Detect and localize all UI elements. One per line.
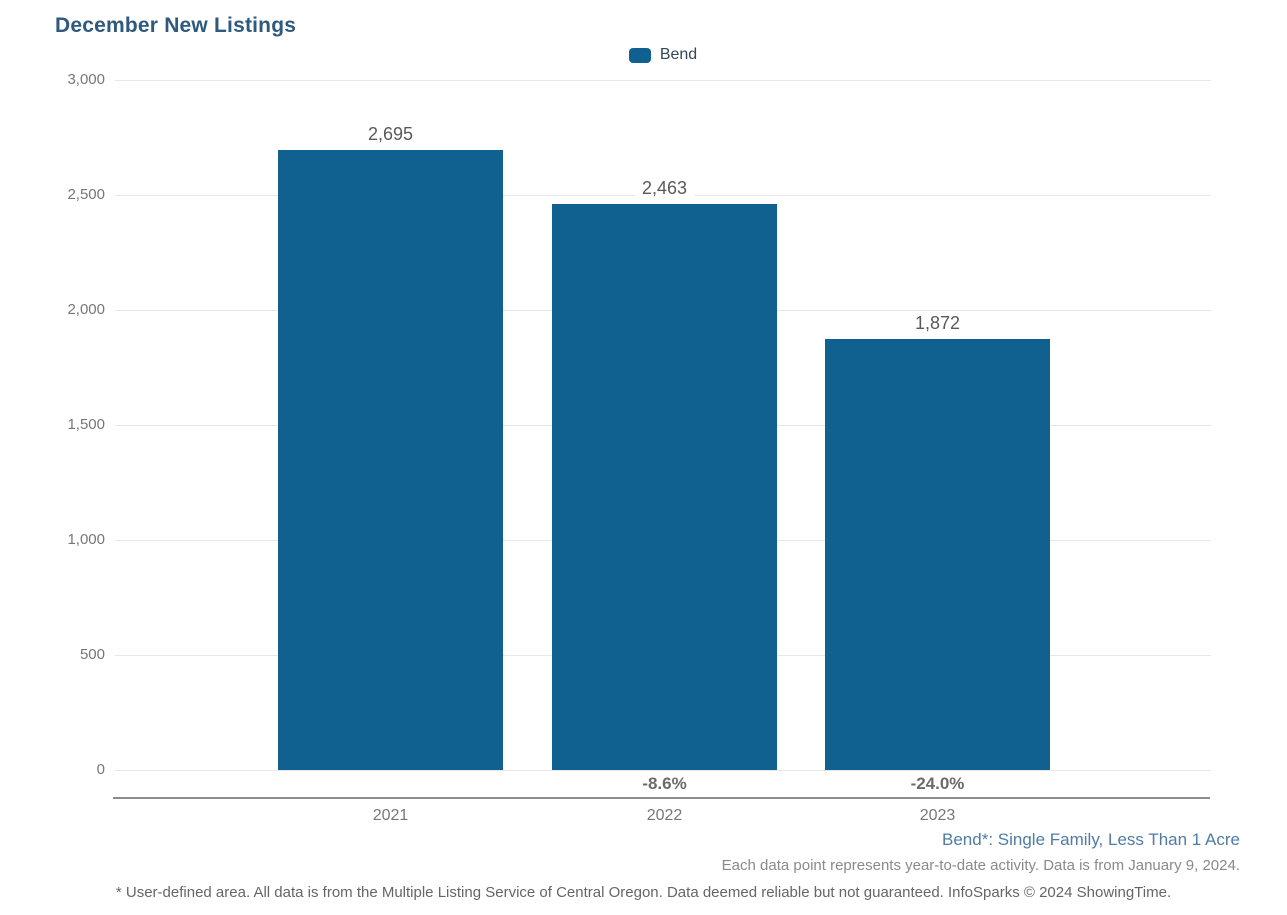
chart-legend: Bend: [115, 46, 1211, 64]
x-axis-category-label-2022: 2022: [646, 807, 683, 824]
bar-value-label-2023: 1,872: [907, 312, 968, 335]
y-axis-tick-label: 1,000: [67, 531, 105, 548]
x-axis-line: [113, 797, 1210, 799]
bar-2021: [278, 150, 503, 770]
footer-disclaimer: * User-defined area. All data is from th…: [115, 884, 1172, 901]
y-axis-tick-label: 0: [96, 761, 105, 778]
x-axis-category-label-2021: 2021: [372, 807, 409, 824]
footer-data-note: Each data point represents year-to-date …: [721, 857, 1240, 874]
bar-2022: [552, 203, 777, 770]
y-axis-tick-label: 3,000: [67, 71, 105, 88]
legend-swatch-bend: [628, 47, 651, 63]
gridline-y-0: [115, 769, 1211, 771]
legend-label-bend: Bend: [659, 46, 698, 63]
y-axis-tick-label: 500: [79, 646, 105, 663]
page-title: December New Listings: [55, 14, 297, 37]
bar-value-label-2022: 2,463: [634, 176, 695, 199]
gridline-y-3000: [115, 79, 1211, 81]
bar-value-label-2021: 2,695: [360, 123, 421, 146]
y-axis-tick-label: 2,500: [67, 186, 105, 203]
bar-2023: [825, 339, 1050, 770]
footer-series-note: Bend*: Single Family, Less Than 1 Acre: [942, 830, 1240, 849]
y-axis-tick-label: 2,000: [67, 301, 105, 318]
pct-change-label-2023: -24.0%: [910, 774, 965, 793]
y-axis-tick-label: 1,500: [67, 416, 105, 433]
x-axis-category-label-2023: 2023: [919, 807, 956, 824]
pct-change-label-2022: -8.6%: [642, 774, 687, 793]
